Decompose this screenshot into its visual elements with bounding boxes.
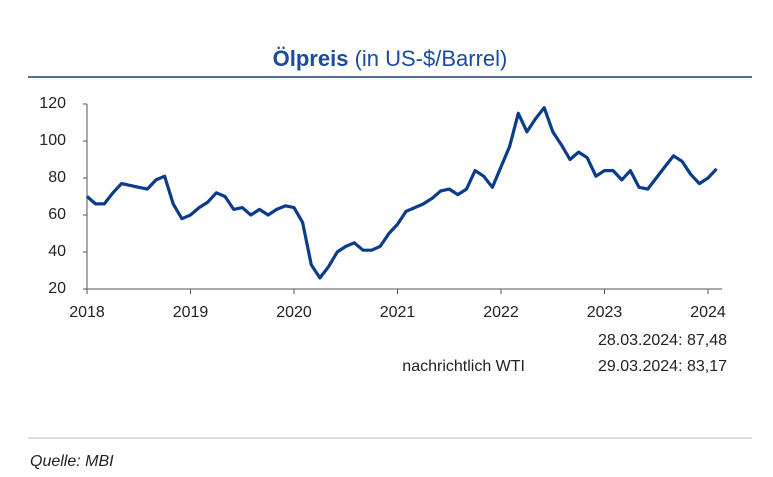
x-tick-label: 2019 (173, 304, 209, 321)
chart-title: Ölpreis (273, 46, 349, 71)
y-tick-label: 60 (48, 206, 66, 223)
chart-title-group: Ölpreis (in US-$/Barrel) (273, 46, 508, 71)
x-tick-label: 2018 (69, 304, 105, 321)
price-line (85, 106, 718, 280)
x-tick-label: 2024 (690, 304, 726, 321)
annotation: nachrichtlich WTI (402, 358, 525, 375)
y-tick-label: 100 (39, 132, 66, 149)
annotation: 28.03.2024: 87,48 (598, 332, 727, 349)
x-tick-label: 2023 (587, 304, 623, 321)
y-tick-label: 120 (39, 95, 66, 112)
source: Quelle: MBI (30, 453, 114, 470)
x-tick-label: 2022 (483, 304, 519, 321)
y-tick-label: 80 (48, 169, 66, 186)
x-tick-label: 2020 (276, 304, 312, 321)
y-tick-label: 40 (48, 243, 66, 260)
annotation: 29.03.2024: 83,17 (598, 358, 727, 375)
chart-subtitle: (in US-$/Barrel) (355, 46, 508, 71)
y-tick-label: 20 (48, 280, 66, 297)
x-tick-label: 2021 (380, 304, 416, 321)
